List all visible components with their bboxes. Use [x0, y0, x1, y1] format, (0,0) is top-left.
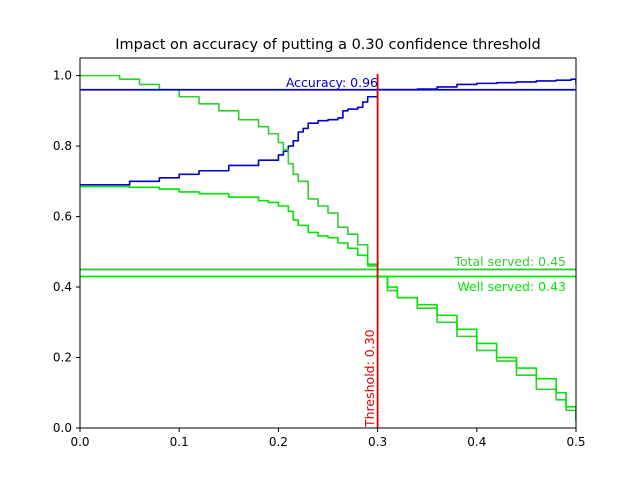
series-line-0 — [80, 78, 576, 186]
total-served-annotation: Total served: 0.45 — [453, 254, 566, 269]
chart-title: Impact on accuracy of putting a 0.30 con… — [115, 37, 541, 53]
x-axis: 0.0 0.1 0.2 0.3 0.4 0.5 — [70, 428, 586, 449]
series-layer — [80, 74, 576, 421]
reference-lines — [80, 73, 576, 428]
series-line-2 — [80, 185, 576, 421]
y-tick-label: 1.0 — [53, 69, 72, 83]
y-tick-label: 0.2 — [53, 351, 72, 365]
x-tick-label: 0.5 — [566, 435, 585, 449]
series-line-1 — [80, 74, 576, 421]
threshold-annotation: Threshold: 0.30 — [362, 329, 377, 428]
y-tick-label: 0.0 — [53, 421, 72, 435]
plot-area — [79, 57, 577, 429]
x-tick-label: 0.1 — [170, 435, 189, 449]
y-tick-label: 0.4 — [53, 280, 72, 294]
annotations: Accuracy: 0.96 Total served: 0.45 Well s… — [286, 75, 566, 428]
y-tick-label: 0.6 — [53, 210, 72, 224]
x-tick-label: 0.4 — [467, 435, 486, 449]
y-axis: 0.0 0.2 0.4 0.6 0.8 1.0 — [53, 69, 80, 435]
accuracy-annotation: Accuracy: 0.96 — [286, 75, 378, 90]
x-tick-label: 0.3 — [368, 435, 387, 449]
plot-frame — [79, 57, 577, 429]
y-tick-label: 0.8 — [53, 139, 72, 153]
x-tick-label: 0.0 — [70, 435, 89, 449]
x-tick-label: 0.2 — [269, 435, 288, 449]
well-served-annotation: Well served: 0.43 — [457, 279, 566, 294]
